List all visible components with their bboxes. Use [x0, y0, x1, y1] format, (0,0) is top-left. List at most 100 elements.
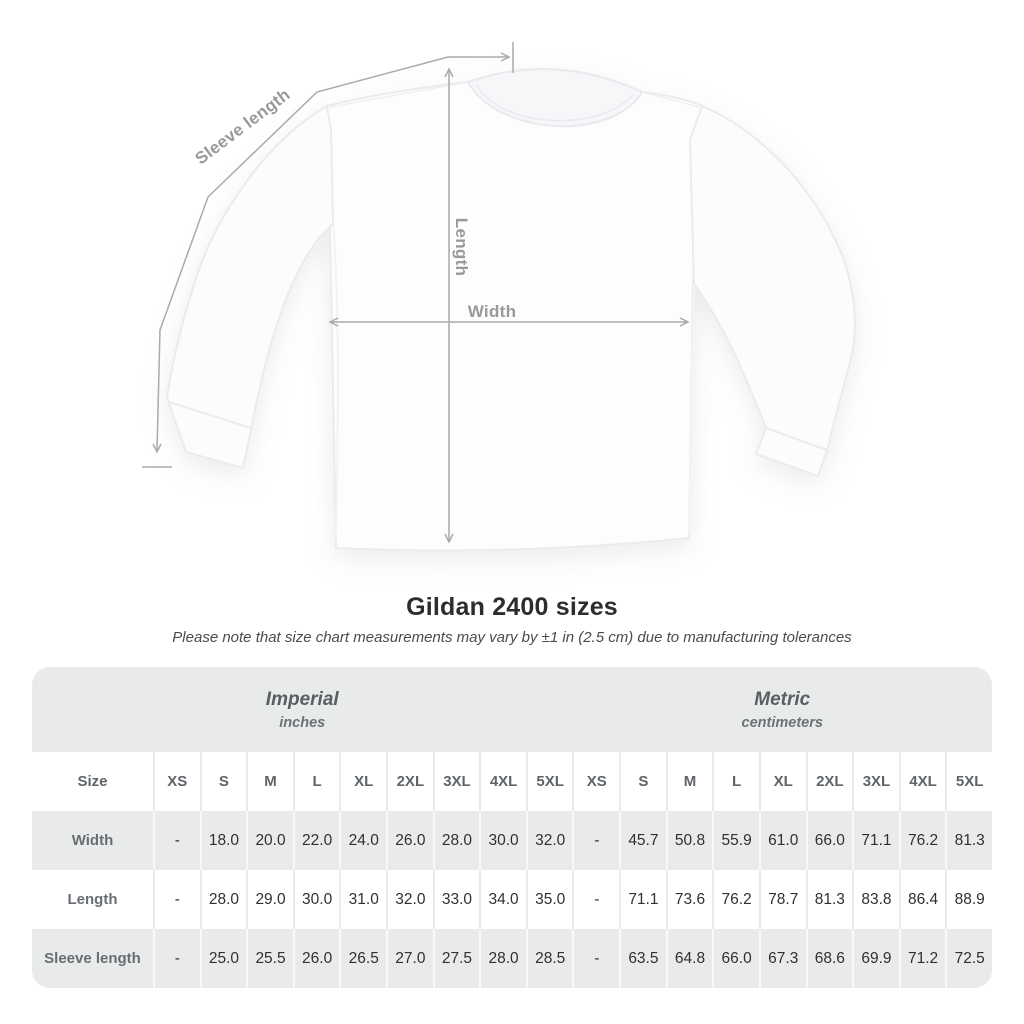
value-cell: 81.3 [805, 870, 853, 929]
value-cell: 35.0 [525, 870, 573, 929]
value-cell: 30.0 [292, 870, 340, 929]
size-col-header: 5XL [945, 752, 992, 811]
value-cell: 28.0 [432, 811, 480, 870]
row-label: Length [67, 891, 118, 908]
shirt-body [325, 68, 704, 552]
size-col-header: L [292, 752, 340, 811]
size-table: Imperial inches Metric centimeters Size … [32, 667, 992, 988]
fabric-folds [332, 223, 695, 541]
size-col-header: 5XL [525, 752, 573, 811]
value-cell: 73.6 [665, 870, 713, 929]
row-label: Sleeve length [44, 950, 141, 967]
sleeve-length-dimension-line [142, 42, 514, 468]
size-col-header: XS [153, 752, 200, 811]
value-cell: 63.5 [619, 929, 666, 988]
length-label: Length [452, 218, 471, 276]
value-cell: 28.0 [199, 870, 247, 929]
value-cell: 61.0 [758, 811, 806, 870]
value-cell: 27.5 [432, 929, 480, 988]
cuff-seams [168, 401, 828, 451]
value-cell: 32.0 [525, 811, 573, 870]
shoulder-seams [329, 81, 700, 108]
imperial-header: Imperial inches [32, 667, 573, 752]
value-cell: 24.0 [339, 811, 386, 870]
value-cell: 28.0 [479, 929, 526, 988]
value-cell: 71.2 [898, 929, 946, 988]
value-cell: 64.8 [665, 929, 713, 988]
value-cell: 66.0 [712, 929, 759, 988]
metric-unit-label: centimeters [741, 714, 823, 731]
value-cell: 66.0 [805, 811, 853, 870]
value-cell: - [153, 811, 200, 870]
value-cell: 34.0 [479, 870, 526, 929]
imperial-unit-label: inches [279, 714, 326, 731]
size-column-header: Size [32, 752, 153, 811]
size-col-header: XL [339, 752, 387, 811]
value-cell: 83.8 [852, 870, 899, 929]
value-cell: 68.6 [805, 929, 853, 988]
size-col-header: 2XL [386, 752, 433, 811]
value-cell: 30.0 [479, 811, 526, 870]
size-col-header: XS [572, 752, 620, 811]
value-cell: 69.9 [852, 929, 899, 988]
value-cell: 22.0 [292, 811, 340, 870]
collar-seam [476, 84, 634, 122]
value-cell: 26.0 [292, 929, 340, 988]
shirt-illustration [165, 68, 856, 552]
value-cell: 71.1 [852, 811, 899, 870]
value-cell: - [153, 870, 200, 929]
value-cell: 32.0 [386, 870, 433, 929]
value-cell: - [572, 929, 619, 988]
metric-label: Metric [754, 688, 811, 710]
value-cell: 18.0 [199, 811, 247, 870]
value-cell: 78.7 [758, 870, 806, 929]
value-cell: 76.2 [712, 870, 759, 929]
value-cell: 26.0 [386, 811, 433, 870]
value-cell: - [572, 811, 619, 870]
value-cell: 86.4 [898, 870, 946, 929]
value-cell: 72.5 [945, 929, 992, 988]
value-cell: 26.5 [339, 929, 386, 988]
table-row-length: Length - 28.0 29.0 30.0 31.0 32.0 33.0 3… [32, 870, 992, 929]
page-title: Gildan 2400 sizes [406, 593, 618, 621]
value-cell: 45.7 [619, 811, 666, 870]
value-cell: 25.5 [246, 929, 293, 988]
size-col-header: XL [758, 752, 806, 811]
size-col-header: 3XL [852, 752, 899, 811]
value-cell: 31.0 [339, 870, 386, 929]
value-cell: 25.0 [199, 929, 247, 988]
value-cell: 27.0 [386, 929, 433, 988]
value-cell: 29.0 [246, 870, 293, 929]
size-col-header: L [712, 752, 759, 811]
tolerance-disclaimer: Please note that size chart measurements… [172, 629, 852, 646]
unit-header-row: Imperial inches Metric centimeters [32, 667, 992, 752]
value-cell: 81.3 [945, 811, 992, 870]
size-header-row: Size XS S M L XL 2XL 3XL 4XL 5XL XS S M … [32, 752, 992, 811]
size-col-header: 4XL [479, 752, 526, 811]
value-cell: 76.2 [898, 811, 946, 870]
size-col-header: 2XL [805, 752, 853, 811]
size-col-header: M [665, 752, 713, 811]
width-dimension-line [328, 317, 690, 327]
width-label: Width [468, 302, 517, 321]
value-cell: - [572, 870, 619, 929]
size-col-header: S [199, 752, 247, 811]
shirt-right-sleeve [688, 104, 856, 478]
size-col-header: 4XL [898, 752, 946, 811]
metric-header: Metric centimeters [572, 667, 992, 752]
value-cell: 71.1 [619, 870, 666, 929]
size-table-container: Imperial inches Metric centimeters Size … [32, 667, 992, 988]
shirt-size-diagram: Sleeve length Length Width [142, 42, 856, 552]
size-col-header: M [246, 752, 293, 811]
table-row-width: Width - 18.0 20.0 22.0 24.0 26.0 28.0 30… [32, 811, 992, 870]
imperial-label: Imperial [265, 688, 339, 710]
shirt-left-sleeve [165, 104, 335, 470]
value-cell: 50.8 [665, 811, 713, 870]
row-label: Width [71, 832, 114, 849]
value-cell: 88.9 [945, 870, 992, 929]
value-cell: 67.3 [758, 929, 806, 988]
size-col-header: 3XL [432, 752, 480, 811]
value-cell: 55.9 [712, 811, 759, 870]
length-dimension-line [444, 67, 454, 544]
